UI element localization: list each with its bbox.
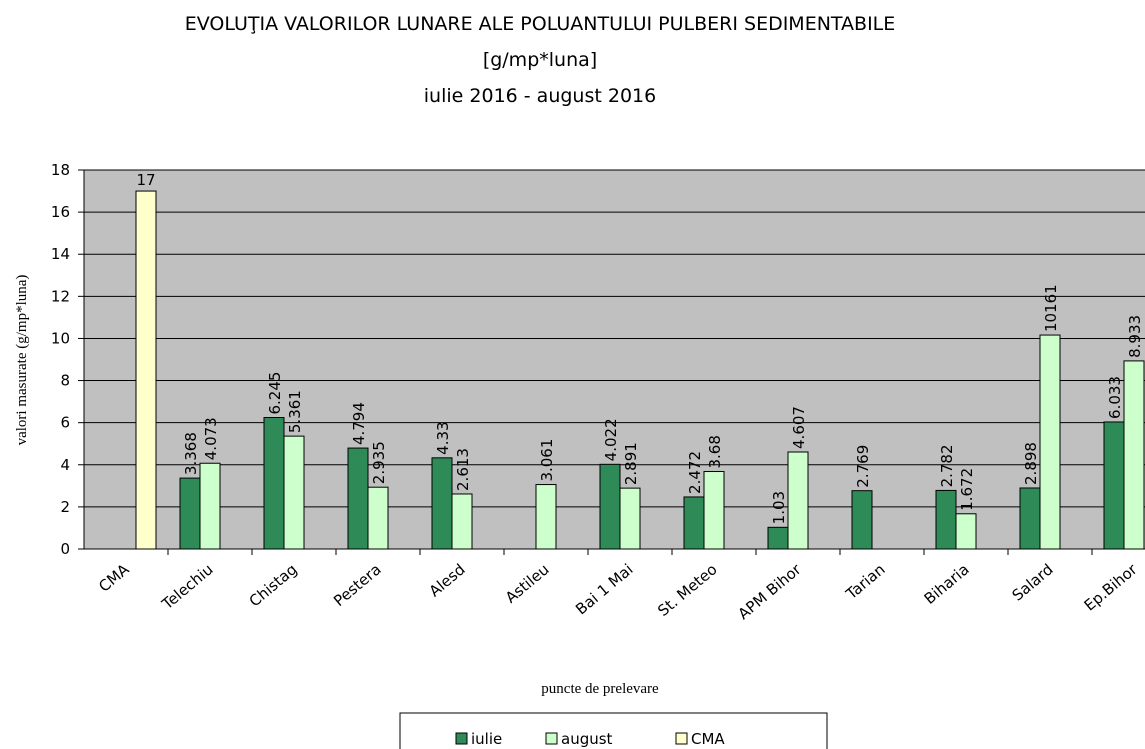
data-label: 2.898 [1022,442,1040,485]
bar [599,463,621,550]
bar [935,489,957,550]
data-label: 17 [136,171,155,189]
data-label: 4.022 [602,418,620,461]
bar [347,447,369,550]
x-tick-label: St. Meteo [654,560,720,620]
bar [787,451,809,550]
bar [1103,421,1125,550]
data-label: 10161 [1042,284,1060,332]
bar [703,471,725,550]
y-tick-label: 10 [51,329,70,347]
data-label: 3.061 [538,439,556,482]
data-label: 2.613 [454,448,472,491]
y-tick-label: 6 [60,414,70,432]
legend-swatch [545,732,558,745]
data-label: 8.933 [1126,315,1144,358]
bar [283,435,305,550]
legend-swatch [675,732,688,745]
x-tick-label: Salard [1009,560,1057,604]
bar [955,513,977,550]
chart-title: EVOLUŢIA VALORILOR LUNARE ALE POLUANTULU… [185,13,896,35]
x-axis-title: puncte de prelevare [541,681,659,697]
y-tick-label: 18 [51,161,70,179]
legend-swatch [455,732,468,745]
x-tick-label: Ep.Bihor [1081,560,1142,615]
legend-label: august [561,730,613,748]
data-label: 1.672 [958,468,976,511]
data-label: 4.33 [434,421,452,454]
x-tick-label: Alesd [426,560,469,600]
y-tick-label: 12 [51,287,70,305]
bar [135,190,157,550]
bar [851,490,873,550]
legend-box [399,712,828,749]
y-tick-label: 8 [60,372,70,390]
x-tick-label: APM Bihor [735,560,806,623]
data-label: 4.794 [350,402,368,445]
data-label: 6.245 [266,372,284,415]
bar [1039,334,1061,550]
bar [367,486,389,550]
data-label: 2.472 [686,451,704,494]
data-label: 3.68 [706,435,724,468]
x-tick-label: Tarian [842,560,889,603]
y-axis-title: valori masurate (g/mp*luna) [14,275,30,446]
x-tick-label: Bai 1 Mai [572,560,636,618]
bar [683,496,705,550]
bar [451,493,473,550]
legend-label: CMA [691,730,725,748]
bar [431,457,453,550]
data-label: 4.073 [202,417,220,460]
bar [1019,487,1041,550]
chart-period: iulie 2016 - august 2016 [424,85,656,107]
legend-label: iulie [471,730,502,748]
x-tick-label: Biharia [921,560,973,608]
y-tick-label: 16 [51,203,70,221]
data-label: 3.368 [182,432,200,475]
chart-subtitle: [g/mp*luna] [483,49,597,71]
y-tick-label: 2 [60,498,70,516]
bar [179,477,201,550]
x-tick-label: Pestera [330,560,384,610]
data-label: 2.935 [370,441,388,484]
x-tick-label: Telechiu [158,560,217,613]
bar [1123,360,1145,550]
data-label: 2.891 [622,442,640,485]
bar [199,462,221,550]
data-label: 4.607 [790,406,808,449]
x-tick-label: Astileu [502,560,553,607]
y-tick-label: 4 [60,456,70,474]
y-tick-label: 14 [51,245,70,263]
x-tick-label: CMA [95,560,133,596]
y-tick-label: 0 [60,540,70,558]
data-label: 5.361 [286,390,304,433]
bar [535,484,557,550]
data-label: 2.769 [854,445,872,488]
x-tick-label: Chistag [246,560,301,610]
bar [619,487,641,550]
data-label: 1.03 [770,491,788,524]
bar [767,526,789,550]
data-label: 6.033 [1106,376,1124,419]
data-label: 2.782 [938,444,956,487]
bar [263,417,285,550]
